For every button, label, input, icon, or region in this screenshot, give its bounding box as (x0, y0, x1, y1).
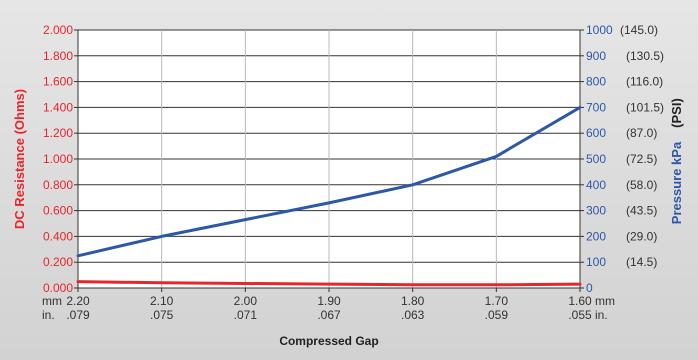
y-left-tick-label: 0.200 (43, 255, 73, 269)
y-right-tick-label-psi: (58.0) (626, 178, 657, 192)
y-right-tick-label-psi: (72.5) (626, 152, 657, 166)
y-right-tick-label-kpa: 300 (586, 204, 606, 218)
resistance-series-line (76, 280, 582, 287)
y-left-tick-label: 2.000 (43, 23, 73, 37)
axis-layer (74, 29, 584, 292)
x-unit-in-right: in. (595, 308, 608, 322)
y-right-tick-label-psi: (101.5) (626, 100, 664, 114)
y-right-tick-label-psi: (116.0) (626, 75, 663, 89)
x-tick-label-mm: 1.70 (485, 294, 509, 308)
y-right-tick-label-psi: (29.0) (626, 229, 657, 243)
y-right-tick-label-kpa: 400 (586, 178, 606, 192)
y-left-tick-label: 0.400 (43, 229, 73, 243)
y-left-tick-label: 0.600 (43, 204, 73, 218)
y-left-tick-label: 0.800 (43, 178, 73, 192)
grid-layer (78, 29, 580, 288)
y-right-tick-label-psi: (87.0) (626, 126, 657, 140)
y-left-tick-label: 1.200 (43, 126, 73, 140)
series-layer (76, 105, 582, 287)
x-tick-label-in: .063 (401, 308, 425, 322)
y-left-tick-label: 0.000 (43, 281, 73, 295)
x-tick-label-mm: 1.60 (568, 294, 592, 308)
x-tick-label-in: .067 (317, 308, 341, 322)
x-tick-label-mm: 2.10 (150, 294, 174, 308)
y-right-tick-label-kpa: 1000 (586, 23, 613, 37)
y-left-tick-label: 1.600 (43, 75, 73, 89)
x-tick-label-mm: 1.80 (401, 294, 425, 308)
y-right-tick-label-kpa: 500 (586, 152, 606, 166)
y-right-tick-label-psi: (14.5) (626, 255, 657, 269)
x-tick-label-in: .075 (150, 308, 174, 322)
y-right-tick-label-kpa: 700 (586, 100, 606, 114)
text-layer: 0.000 0.200 0.400 0.600 0.800 1.000 1.200 1.400… (12, 23, 684, 348)
x-tick-label-in: .055 (568, 308, 592, 322)
x-unit-mm-right: mm (595, 294, 615, 308)
x-tick-label-mm: 1.90 (317, 294, 341, 308)
y-right-tick-label-kpa: 100 (586, 255, 606, 269)
x-tick-label-mm: 2.20 (66, 294, 90, 308)
y-right-tick-label-kpa: 800 (586, 75, 606, 89)
x-axis-title: Compressed Gap (279, 334, 378, 348)
y-right-tick-label-kpa: 600 (586, 126, 606, 140)
x-unit-mm-left: mm (42, 294, 62, 308)
x-unit-in-left: in. (42, 308, 55, 322)
y-left-tick-label: 1.800 (43, 49, 73, 63)
x-tick-label-in: .059 (485, 308, 509, 322)
y-right-tick-label-kpa: 0 (586, 281, 593, 295)
y-right-tick-label-psi: (130.5) (626, 49, 664, 63)
y-right-axis-title-psi: (PSI) (669, 98, 684, 128)
y-right-tick-label-kpa: 900 (586, 49, 606, 63)
y-right-axis-title-kpa: Pressure kPa (669, 141, 684, 224)
y-left-tick-label: 1.400 (43, 100, 73, 114)
x-tick-label-in: .079 (66, 308, 90, 322)
y-right-tick-label-psi: (43.5) (626, 204, 657, 218)
x-tick-label-in: .071 (234, 308, 258, 322)
y-left-axis-title: DC Resistance (Ohms) (12, 89, 27, 229)
y-right-tick-label-psi: (145.0) (620, 23, 658, 37)
y-left-tick-label: 1.000 (43, 152, 73, 166)
pressure-series-line (76, 105, 582, 258)
y-right-tick-label-kpa: 200 (586, 229, 606, 243)
x-tick-label-mm: 2.00 (234, 294, 258, 308)
